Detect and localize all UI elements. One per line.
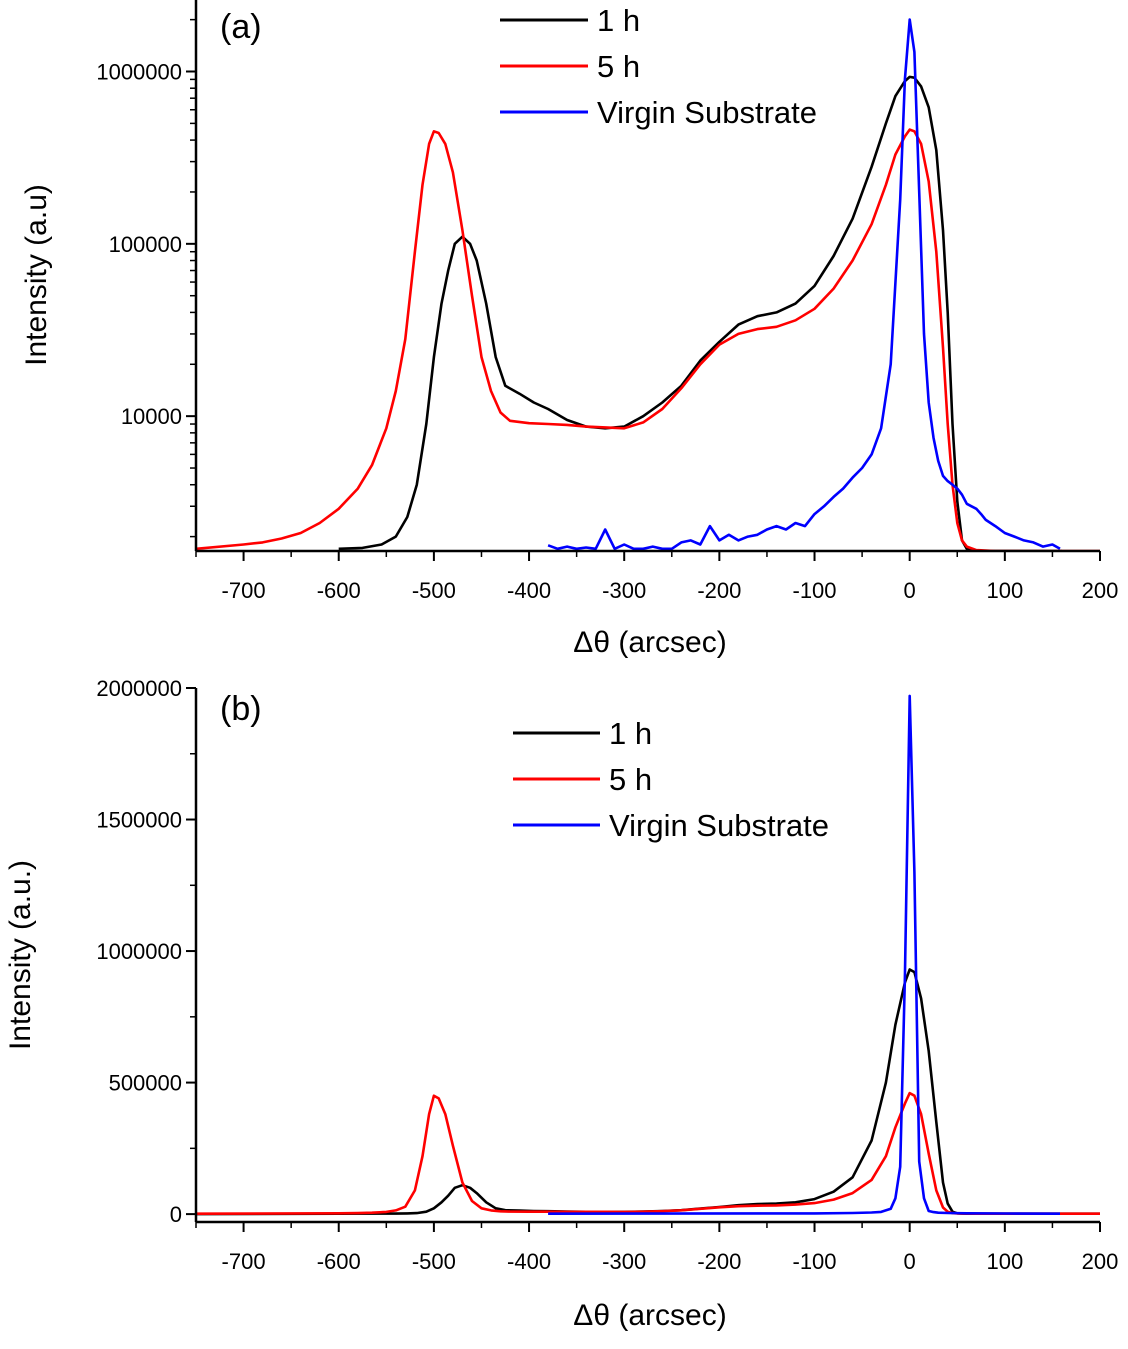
y-tick-label: 1500000 — [96, 808, 182, 833]
series-line-virgin-substrate — [547, 18, 1061, 551]
y-tick-label: 10000 — [121, 404, 182, 429]
x-axis-title: Δθ (arcsec) — [573, 1299, 726, 1332]
x-tick-label: -700 — [222, 578, 266, 603]
x-axis-title: Δθ (arcsec) — [573, 626, 726, 659]
legend-label: Virgin Substrate — [609, 808, 829, 843]
y-axis-title: Intensity (a.u) — [20, 184, 53, 366]
panel-label: (a) — [220, 8, 262, 46]
x-tick-label: 200 — [1082, 578, 1119, 603]
x-tick-label: 100 — [986, 578, 1023, 603]
x-tick-label: -300 — [602, 1249, 646, 1274]
x-tick-label: -400 — [507, 1249, 551, 1274]
y-tick-label: 500000 — [109, 1071, 182, 1096]
legend-label: 5 h — [597, 49, 640, 84]
x-tick-label: -600 — [317, 1249, 361, 1274]
x-tick-label: -100 — [793, 578, 837, 603]
legend-label: 1 h — [597, 3, 640, 38]
x-tick-label: -700 — [222, 1249, 266, 1274]
x-tick-label: 100 — [986, 1249, 1023, 1274]
legend: 1 h 5 h Virgin Substrate — [513, 716, 829, 843]
y-tick-label: 100000 — [109, 232, 182, 257]
x-tick-label: -400 — [507, 578, 551, 603]
x-tick-label: -300 — [602, 578, 646, 603]
series-line-1-h — [196, 968, 1100, 1216]
x-tick-label: 0 — [904, 578, 916, 603]
series-line-5-h — [196, 1091, 1100, 1215]
legend: 1 h 5 h Virgin Substrate — [500, 3, 817, 130]
x-tick-label: -100 — [793, 1249, 837, 1274]
x-tick-label: -200 — [697, 1249, 741, 1274]
panel-label: (b) — [220, 690, 262, 728]
x-tick-label: 0 — [904, 1249, 916, 1274]
legend-label: Virgin Substrate — [597, 95, 817, 130]
y-tick-label: 2000000 — [96, 676, 182, 701]
x-tick-label: -600 — [317, 578, 361, 603]
panel-b: -700 -600 -500 -400 -300 -200 -100 0 100 200 0 5000… — [4, 676, 1118, 1332]
panel-a: -700 -600 -500 -400 -300 -200 -100 0 100 200 10000… — [20, 0, 1118, 659]
series-line-1-h — [338, 75, 1062, 551]
legend-label: 1 h — [609, 716, 652, 751]
x-tick-label: -500 — [412, 578, 456, 603]
y-tick-label: 1000000 — [96, 60, 182, 85]
y-tick-label: 1000000 — [96, 939, 182, 964]
series-line-5-h — [196, 128, 1100, 551]
x-tick-label: 200 — [1082, 1249, 1119, 1274]
y-tick-label: 0 — [170, 1202, 182, 1227]
series-line-virgin-substrate — [548, 694, 1061, 1215]
x-tick-label: -200 — [697, 578, 741, 603]
y-axis-title: Intensity (a.u.) — [4, 860, 37, 1050]
x-tick-label: -500 — [412, 1249, 456, 1274]
legend-label: 5 h — [609, 762, 652, 797]
